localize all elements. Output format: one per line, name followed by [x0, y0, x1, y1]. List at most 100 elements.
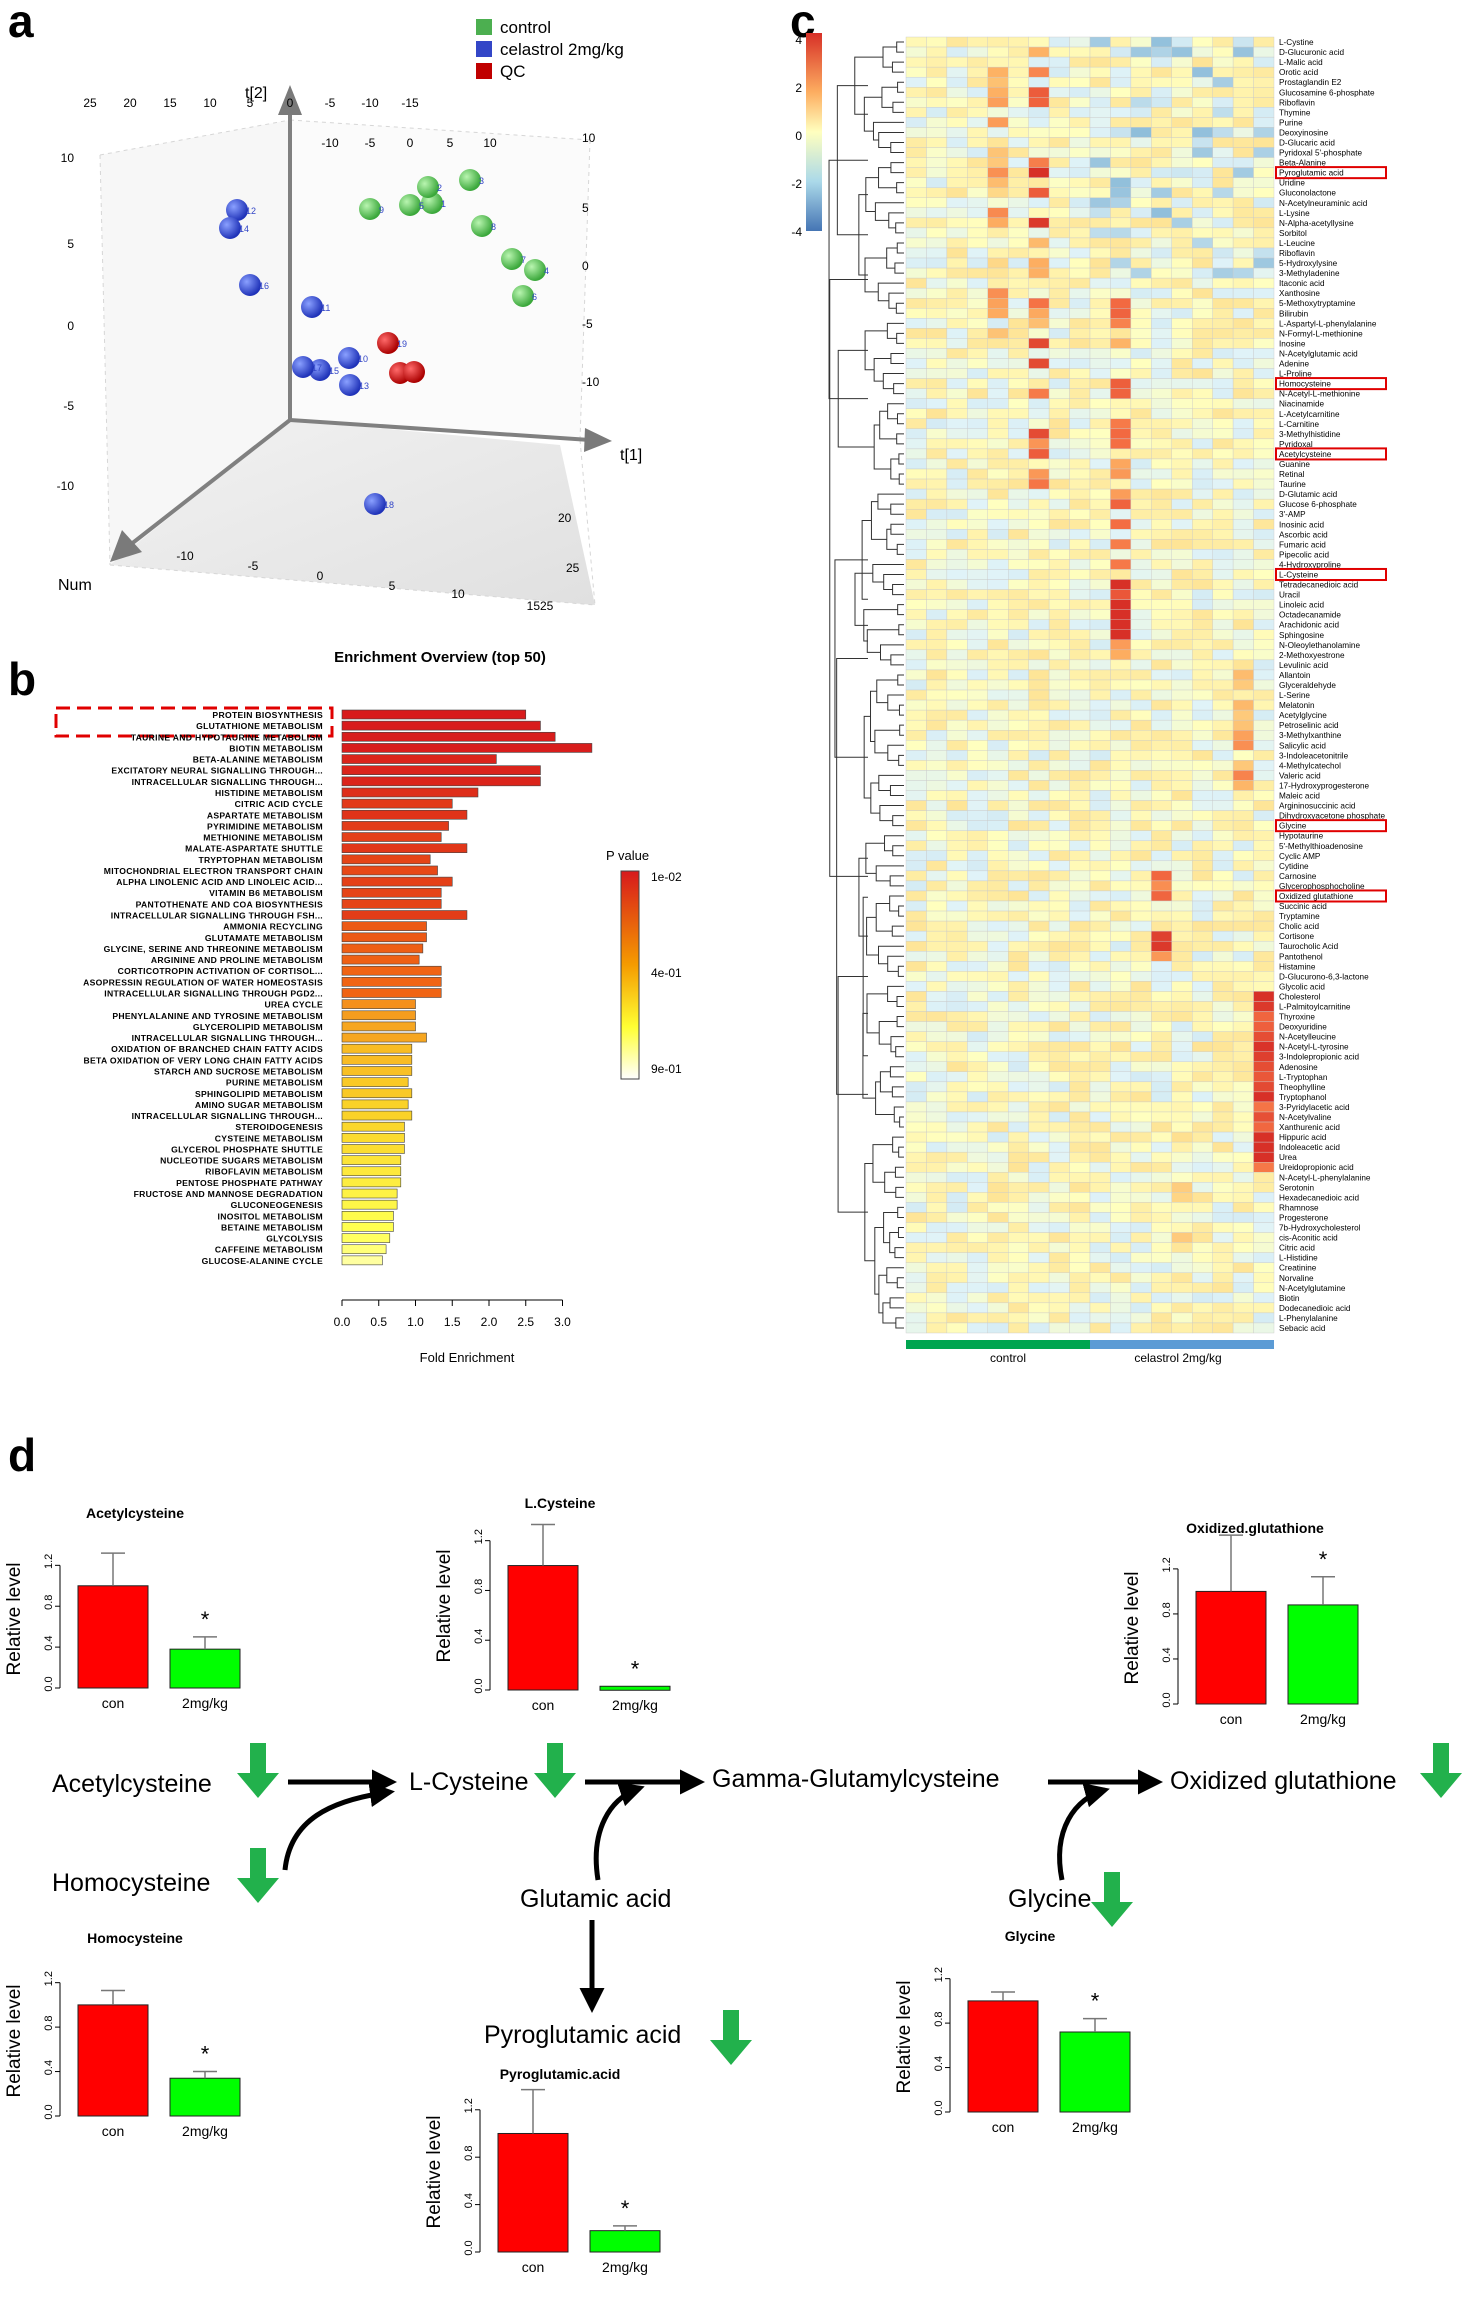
tick-t2-top: -10: [361, 96, 379, 110]
pca-point-label: 17: [312, 363, 322, 373]
enrichment-bar: [341, 743, 593, 753]
bar-chart-pyroglutamic-acid: Pyroglutamic.acid 0.0 0.4 0.8 1.2 Relative le…: [424, 2066, 661, 2275]
bar-chart-y-tick-label: 0.0: [473, 1678, 485, 1693]
dendrogram-branch: [884, 835, 904, 852]
dendrogram-branch: [890, 162, 904, 174]
node-homocysteine: Homocysteine: [52, 1869, 210, 1897]
enrichment-bar: [341, 1155, 402, 1165]
enrichment-bar: [341, 843, 468, 853]
node-pyroglutamic-acid: Pyroglutamic acid: [484, 2021, 681, 2049]
dendrogram-branch: [897, 81, 904, 93]
bar-chart-y-label: Relative level: [4, 1985, 25, 2098]
dendrogram-branch: [870, 501, 887, 540]
significance-star: *: [621, 2196, 630, 2221]
dendrogram-branch: [878, 167, 897, 189]
enrichment-x-tick-label: 0.0: [334, 1315, 351, 1329]
bar-chart-x-label-2mg: 2mg/kg: [182, 2123, 228, 2139]
pca-point-label: 8: [491, 222, 496, 232]
dendrogram-branch: [897, 1206, 904, 1218]
dendrogram-branch: [879, 410, 897, 440]
bar-chart-y-label: Relative level: [894, 1981, 915, 2094]
pca-point-celastrol-18: [364, 493, 386, 515]
enrichment-category-label: INTRACELLULAR SIGNALLING THROUGH...: [132, 777, 323, 787]
enrichment-x-axis: 0.0 0.5 1.0 1.5 2.0 2.5 3.0: [334, 1299, 571, 1329]
enrichment-category-label: GLUCONEOGENESIS: [231, 1200, 323, 1210]
dendrogram-branch: [828, 159, 868, 400]
t1-axis-label: t[1]: [620, 447, 642, 464]
dendrogram-branch: [872, 563, 904, 583]
enrichment-category-label: PHENYLALANINE AND TYROSINE METABOLISM: [112, 1011, 323, 1021]
bar-2mg: [1059, 2031, 1131, 2113]
enrichment-bar: [341, 787, 479, 798]
dendrogram-branch: [886, 322, 904, 339]
pca-point-celastrol-14: [219, 217, 241, 239]
dendrogram-branch: [898, 704, 904, 716]
enrichment-category-label: TRYPTOPHAN METABOLISM: [198, 855, 323, 865]
bar-chart-y-tick-label: 1.2: [43, 1554, 55, 1569]
bar-2mg: [169, 1648, 241, 1689]
pca-point-label: 10: [358, 354, 368, 364]
dendrogram-branch: [854, 572, 873, 626]
enrichment-category-label: PURINE METABOLISM: [226, 1078, 323, 1088]
dendrogram-branch: [873, 357, 891, 382]
panel-letter-a: a: [8, 0, 34, 47]
bar-chart-title: Glycine: [1005, 1928, 1056, 1944]
tick-num: 0: [317, 569, 324, 583]
bar-chart-y-tick-label: 0.8: [43, 2015, 55, 2030]
dendrogram-branch: [878, 131, 904, 149]
enrichment-category-label: UREA CYCLE: [264, 1000, 323, 1010]
dendrogram-branch: [897, 1227, 904, 1239]
bar-chart-y-tick-label: 0.8: [43, 1595, 55, 1610]
pvalue-legend-tick-high: 1e-02: [651, 870, 682, 884]
tick-left: 5: [67, 237, 74, 251]
bar-con: [1195, 1590, 1267, 1705]
legend-swatch-qc: [476, 63, 492, 79]
bar-chart-title: Pyroglutamic.acid: [500, 2066, 621, 2082]
panel-letter-b: b: [8, 653, 37, 705]
pca-score-plot: t[2] t[1] Num 25 20 15 10 5 0 -5 -10 -15-10 -5 0 5 1…: [57, 18, 643, 613]
down-arrow-glycine: [1091, 1872, 1133, 1927]
tick-t2-top: 25: [83, 96, 97, 110]
enrichment-bar: [341, 977, 442, 987]
enrichment-category-label: NUCLEOTIDE SUGARS METABOLISM: [160, 1156, 323, 1166]
enrichment-bar: [341, 1021, 416, 1032]
enrichment-category-label: GLYCINE, SERINE AND THREONINE METABOLISM: [104, 944, 323, 954]
bar-2mg: [599, 1685, 671, 1691]
enrichment-bar: [341, 1066, 413, 1076]
pca-point-label: 19: [397, 339, 407, 349]
enrichment-bar: [341, 876, 453, 887]
bar-con: [77, 1585, 149, 1689]
enrichment-category-label: PROTEIN BIOSYNTHESIS: [212, 710, 323, 720]
enrichment-bar: [341, 754, 497, 764]
pca-point-control-5: [399, 194, 421, 216]
dendrogram-branch: [896, 413, 904, 425]
tick-num: 5: [389, 579, 396, 593]
node-oxidized-glutathione: Oxidized glutathione: [1170, 1767, 1397, 1795]
enrichment-bar: [341, 1088, 413, 1099]
enrichment-bar: [341, 1177, 402, 1188]
pca-left-plane: [100, 120, 290, 565]
dendrogram-branch: [875, 1081, 895, 1115]
down-arrow-pyroglutamic: [710, 2010, 752, 2065]
enrichment-category-label: AMMONIA RECYCLING: [223, 922, 323, 932]
enrichment-bar: [341, 965, 442, 976]
heatmap-color-scale: [806, 33, 822, 231]
pvalue-legend-tick-mid: 4e-01: [651, 966, 682, 980]
dendrogram-branch: [886, 528, 898, 550]
enrichment-title: Enrichment Overview (top 50): [334, 649, 546, 666]
bar-chart-y-tick-label: 1.2: [1161, 1557, 1173, 1572]
bar-chart-y-tick-label: 0.4: [43, 2060, 55, 2075]
pca-point-control-7: [501, 248, 523, 270]
significance-star: *: [1091, 1989, 1100, 2014]
significance-star: *: [631, 1656, 640, 1681]
pca-point-celastrol-15: [309, 359, 331, 381]
pca-point-label: 2: [437, 183, 442, 193]
heatmap-scale-tick: 0: [795, 129, 802, 143]
enrichment-category-label: BIOTIN METABOLISM: [229, 743, 323, 753]
enrichment-bar: [341, 1099, 409, 1110]
bar-chart-x-label-2mg: 2mg/kg: [612, 1697, 658, 1713]
num-arrowhead: [110, 530, 142, 562]
enrichment-category-label: INTRACELLULAR SIGNALLING THROUGH PGD2...: [104, 989, 323, 999]
node-acetylcysteine: Acetylcysteine: [52, 1770, 212, 1798]
dendrogram-branch: [884, 1171, 896, 1193]
